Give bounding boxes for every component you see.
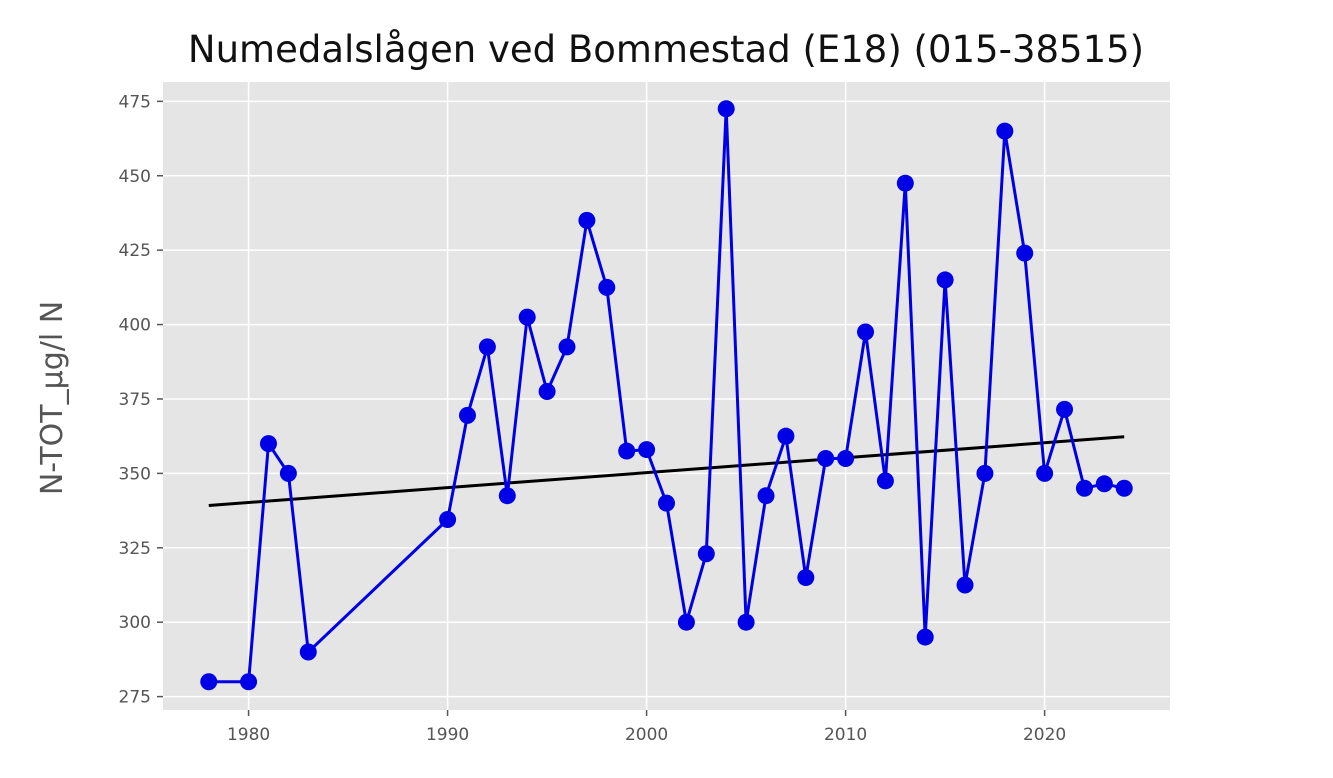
y-tick-label: 325 xyxy=(119,539,151,559)
y-tick-label: 425 xyxy=(119,241,151,261)
series-line xyxy=(208,107,1125,684)
x-tick-label: 1980 xyxy=(227,725,270,745)
x-tick-label: 2020 xyxy=(1023,725,1066,745)
data-point xyxy=(956,576,974,594)
data-point xyxy=(837,450,855,468)
data-point xyxy=(498,487,516,505)
y-tick-label: 350 xyxy=(119,464,151,484)
data-point xyxy=(1115,479,1133,497)
y-axis-label: N-TOT_µg/l N xyxy=(35,301,70,495)
data-point xyxy=(439,511,457,529)
data-point xyxy=(677,613,695,631)
data-point xyxy=(200,673,218,691)
chart-title: Numedalslågen ved Bommestad (E18) (015-3… xyxy=(188,28,1144,71)
data-point xyxy=(996,122,1014,140)
data-point xyxy=(638,441,656,459)
x-tick-label: 1990 xyxy=(426,725,469,745)
data-point xyxy=(1016,244,1034,262)
data-point xyxy=(976,464,994,482)
y-tick-label: 375 xyxy=(119,390,151,410)
data-point xyxy=(1075,479,1093,497)
data-point xyxy=(598,278,616,296)
data-point xyxy=(777,427,795,445)
y-tick-label: 450 xyxy=(119,167,151,187)
y-tick-label: 300 xyxy=(119,613,151,633)
data-point xyxy=(518,308,536,326)
data-point xyxy=(1056,400,1074,418)
data-point xyxy=(458,406,476,424)
data-point xyxy=(1036,464,1054,482)
data-point xyxy=(876,472,894,490)
data-point xyxy=(916,628,934,646)
data-point xyxy=(717,100,735,118)
data-point xyxy=(857,323,875,341)
data-point xyxy=(618,442,636,460)
data-point xyxy=(478,338,496,356)
data-point xyxy=(299,643,317,661)
data-point xyxy=(737,613,755,631)
data-point xyxy=(697,545,715,563)
axes: 1980 1990 2000 2010 2020 275 300 325 350 375 400 42… xyxy=(119,92,1067,745)
trend-line-group xyxy=(208,435,1125,508)
data-point xyxy=(259,435,277,453)
data-point xyxy=(240,673,258,691)
data-point xyxy=(896,174,914,192)
trend-line xyxy=(208,435,1125,508)
series-group xyxy=(200,100,1133,691)
data-point xyxy=(936,271,954,289)
x-tick-label: 2000 xyxy=(625,725,668,745)
data-point xyxy=(279,464,297,482)
data-point xyxy=(538,383,556,401)
data-point xyxy=(797,569,815,587)
data-point xyxy=(658,494,675,512)
y-tick-label: 475 xyxy=(119,92,151,112)
data-point xyxy=(757,487,775,505)
x-tick-label: 2010 xyxy=(824,725,867,745)
data-point xyxy=(558,338,576,356)
y-tick-label: 275 xyxy=(119,688,151,708)
grid xyxy=(163,82,1170,710)
data-point xyxy=(1095,475,1113,493)
y-tick-label: 400 xyxy=(119,316,151,336)
data-point xyxy=(578,211,596,229)
data-point xyxy=(817,450,835,468)
